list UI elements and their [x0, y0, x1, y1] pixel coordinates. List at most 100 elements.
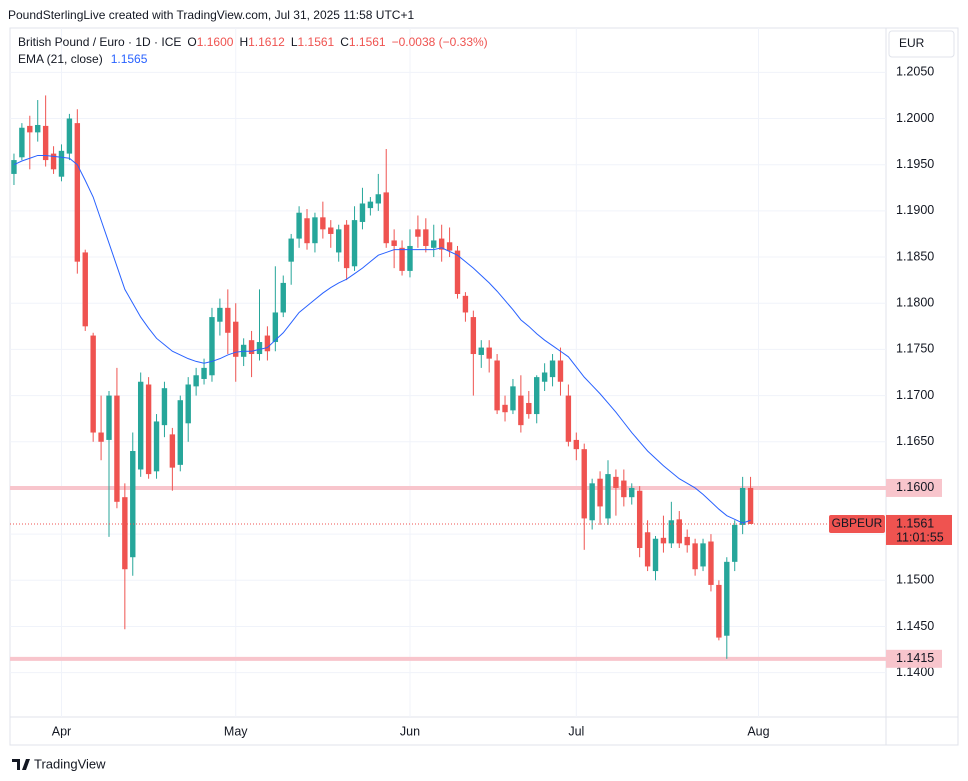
- legend-l: L: [291, 35, 298, 49]
- candle-body: [201, 367, 207, 379]
- candle-body: [747, 487, 754, 524]
- candle-body: [114, 395, 120, 502]
- candle-body: [304, 218, 310, 244]
- candle-body: [660, 537, 667, 544]
- legend-low: 1.1561: [298, 35, 335, 49]
- candle-body: [288, 238, 294, 262]
- candle-body: [462, 295, 469, 313]
- candle-body: [478, 347, 484, 355]
- candle-body: [415, 229, 421, 237]
- candle-body: [169, 434, 176, 468]
- legend-o: O: [187, 35, 196, 49]
- candle-body: [98, 432, 104, 442]
- level-label: 1.1600: [896, 480, 934, 494]
- candle-body: [684, 536, 690, 546]
- brand-logo: [12, 759, 30, 770]
- candle-body: [581, 449, 587, 519]
- legend-h: H: [239, 35, 248, 49]
- level-label-box: [886, 478, 942, 497]
- candle-body: [217, 307, 223, 322]
- candle-body: [185, 384, 191, 424]
- candle-body: [106, 395, 112, 440]
- ema-legend: EMA (21, close) 1.1565: [18, 52, 148, 66]
- level-label: 1.1415: [896, 651, 934, 665]
- candle-body: [367, 201, 374, 209]
- candle-body: [66, 118, 73, 154]
- y-tick-label: 1.1500: [896, 573, 934, 587]
- candle-body: [470, 317, 477, 355]
- x-tick-label: Apr: [52, 724, 71, 738]
- y-tick-label: 1.2050: [896, 65, 934, 79]
- candle-body: [549, 360, 556, 378]
- candle-body: [11, 160, 17, 174]
- countdown: 11:01:55: [896, 530, 944, 544]
- ema-line: [13, 154, 751, 524]
- candle-body: [700, 543, 706, 567]
- level-label-box: [886, 649, 942, 668]
- candle-body: [272, 312, 279, 343]
- candle-body: [153, 421, 160, 472]
- candle-body: [629, 487, 635, 498]
- y-tick-label: 1.1650: [896, 434, 934, 448]
- y-tick-label: 1.1700: [896, 388, 934, 402]
- legend-title: British Pound / Euro · 1D · ICE: [18, 35, 181, 49]
- candle-body: [692, 543, 698, 570]
- currency-box[interactable]: [888, 30, 955, 58]
- candle-body: [137, 381, 144, 470]
- candle-body: [58, 150, 65, 177]
- candle-body: [739, 487, 746, 525]
- frame: [9, 27, 959, 746]
- candle-body: [486, 347, 492, 359]
- symbol-label: GBPEUR: [832, 516, 883, 530]
- y-tick-label: 1.1900: [896, 203, 934, 217]
- legend-change: −0.0038 (−0.33%): [392, 35, 488, 49]
- candle-body: [526, 402, 532, 415]
- candle-body: [225, 307, 231, 333]
- candle-body: [438, 238, 445, 250]
- currency[interactable]: EUR: [899, 36, 925, 50]
- candle-body: [541, 372, 548, 382]
- y-tick-label: 1.2000: [896, 111, 934, 125]
- last-price-box: [886, 514, 952, 545]
- legend-high: 1.1612: [248, 35, 285, 49]
- candle-body: [248, 340, 255, 355]
- candle-body: [193, 375, 199, 387]
- candle-body: [644, 532, 651, 567]
- candle-body: [42, 125, 49, 161]
- candle-body: [82, 252, 88, 327]
- y-tick-label: 1.1750: [896, 342, 934, 356]
- candle-body: [50, 153, 57, 170]
- candle-body: [724, 561, 730, 636]
- brand: TradingView: [34, 756, 106, 771]
- candle-body: [565, 395, 572, 442]
- legend-close: 1.1561: [349, 35, 386, 49]
- candle-body: [668, 520, 675, 544]
- candle-body: [19, 127, 25, 158]
- candle-body: [446, 242, 453, 251]
- candle-body: [652, 538, 659, 572]
- candle-body: [130, 451, 136, 558]
- candle-body: [161, 388, 168, 426]
- candle-body: [280, 282, 286, 313]
- candle-body: [335, 229, 342, 253]
- candle-body: [320, 217, 326, 230]
- candle-body: [122, 497, 128, 570]
- candle-body: [233, 321, 239, 357]
- x-tick-label: Aug: [747, 724, 769, 738]
- candle-body: [510, 386, 516, 411]
- candle-body: [716, 584, 722, 638]
- candle-body: [399, 247, 405, 271]
- candle-body: [676, 519, 682, 544]
- candle-body: [351, 220, 358, 267]
- marks: [11, 95, 754, 659]
- candle-body: [256, 342, 263, 355]
- candle-body: [312, 217, 318, 244]
- candle-body: [90, 335, 96, 433]
- legend-c: C: [340, 35, 349, 49]
- candle-body: [343, 224, 350, 269]
- candle-body: [573, 439, 580, 450]
- candle-body: [557, 360, 564, 382]
- legend-open: 1.1600: [197, 35, 234, 49]
